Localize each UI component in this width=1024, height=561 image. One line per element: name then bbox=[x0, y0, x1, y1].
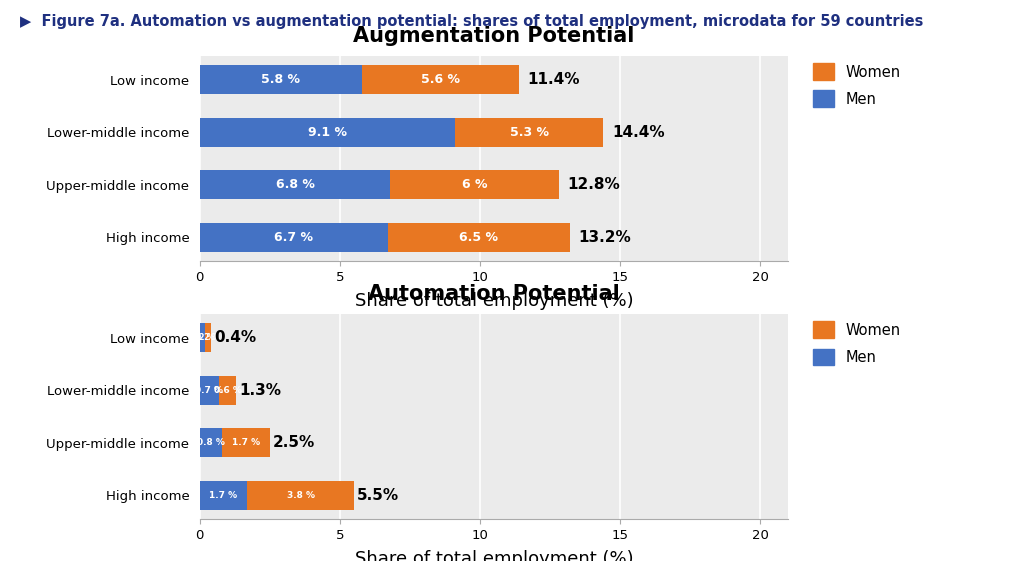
Text: 0.8 %: 0.8 % bbox=[197, 438, 225, 447]
Text: 0.2 %: 0.2 % bbox=[190, 333, 214, 342]
Text: 13.2%: 13.2% bbox=[579, 229, 631, 245]
Text: 0.4%: 0.4% bbox=[214, 330, 256, 346]
Text: 1.7 %: 1.7 % bbox=[231, 438, 260, 447]
Bar bbox=[200, 324, 205, 352]
Text: 6.7 %: 6.7 % bbox=[274, 231, 313, 243]
Text: 11.4%: 11.4% bbox=[527, 72, 581, 88]
Bar bbox=[200, 118, 455, 146]
Text: 0.7 %: 0.7 % bbox=[196, 386, 223, 395]
Bar bbox=[390, 171, 558, 199]
Title: Automation Potential: Automation Potential bbox=[369, 284, 620, 304]
Text: 1.3%: 1.3% bbox=[240, 383, 282, 398]
Legend: Women, Men: Women, Men bbox=[813, 321, 901, 365]
Bar bbox=[248, 481, 354, 509]
Bar bbox=[455, 118, 603, 146]
Bar bbox=[362, 66, 519, 94]
X-axis label: Share of total employment (%): Share of total employment (%) bbox=[354, 292, 634, 310]
Title: Augmentation Potential: Augmentation Potential bbox=[353, 26, 635, 46]
Text: 12.8%: 12.8% bbox=[567, 177, 620, 192]
Text: 2.5%: 2.5% bbox=[273, 435, 315, 450]
Text: 6 %: 6 % bbox=[462, 178, 487, 191]
Text: 0.6 %: 0.6 % bbox=[214, 386, 242, 395]
Bar bbox=[200, 223, 387, 251]
Text: 0.2 %: 0.2 % bbox=[197, 333, 220, 342]
Text: 9.1 %: 9.1 % bbox=[308, 126, 347, 139]
Text: 1.7 %: 1.7 % bbox=[210, 491, 238, 500]
Text: 6.8 %: 6.8 % bbox=[275, 178, 314, 191]
Text: ▶  Figure 7a. Automation vs augmentation potential: shares of total employment, : ▶ Figure 7a. Automation vs augmentation … bbox=[20, 14, 924, 29]
Text: 5.3 %: 5.3 % bbox=[510, 126, 549, 139]
Bar bbox=[200, 429, 222, 457]
Text: 5.8 %: 5.8 % bbox=[261, 73, 300, 86]
Bar bbox=[200, 376, 219, 404]
Text: 6.5 %: 6.5 % bbox=[459, 231, 498, 243]
Text: 5.6 %: 5.6 % bbox=[421, 73, 461, 86]
X-axis label: Share of total employment (%): Share of total employment (%) bbox=[354, 550, 634, 561]
Text: 14.4%: 14.4% bbox=[611, 125, 665, 140]
Text: 3.8 %: 3.8 % bbox=[287, 491, 314, 500]
Bar bbox=[200, 481, 248, 509]
Bar bbox=[200, 66, 362, 94]
Bar bbox=[200, 171, 390, 199]
Text: 5.5%: 5.5% bbox=[357, 488, 399, 503]
Bar bbox=[222, 429, 269, 457]
Bar bbox=[205, 324, 211, 352]
Legend: Women, Men: Women, Men bbox=[813, 63, 901, 107]
Bar bbox=[387, 223, 569, 251]
Bar bbox=[219, 376, 237, 404]
